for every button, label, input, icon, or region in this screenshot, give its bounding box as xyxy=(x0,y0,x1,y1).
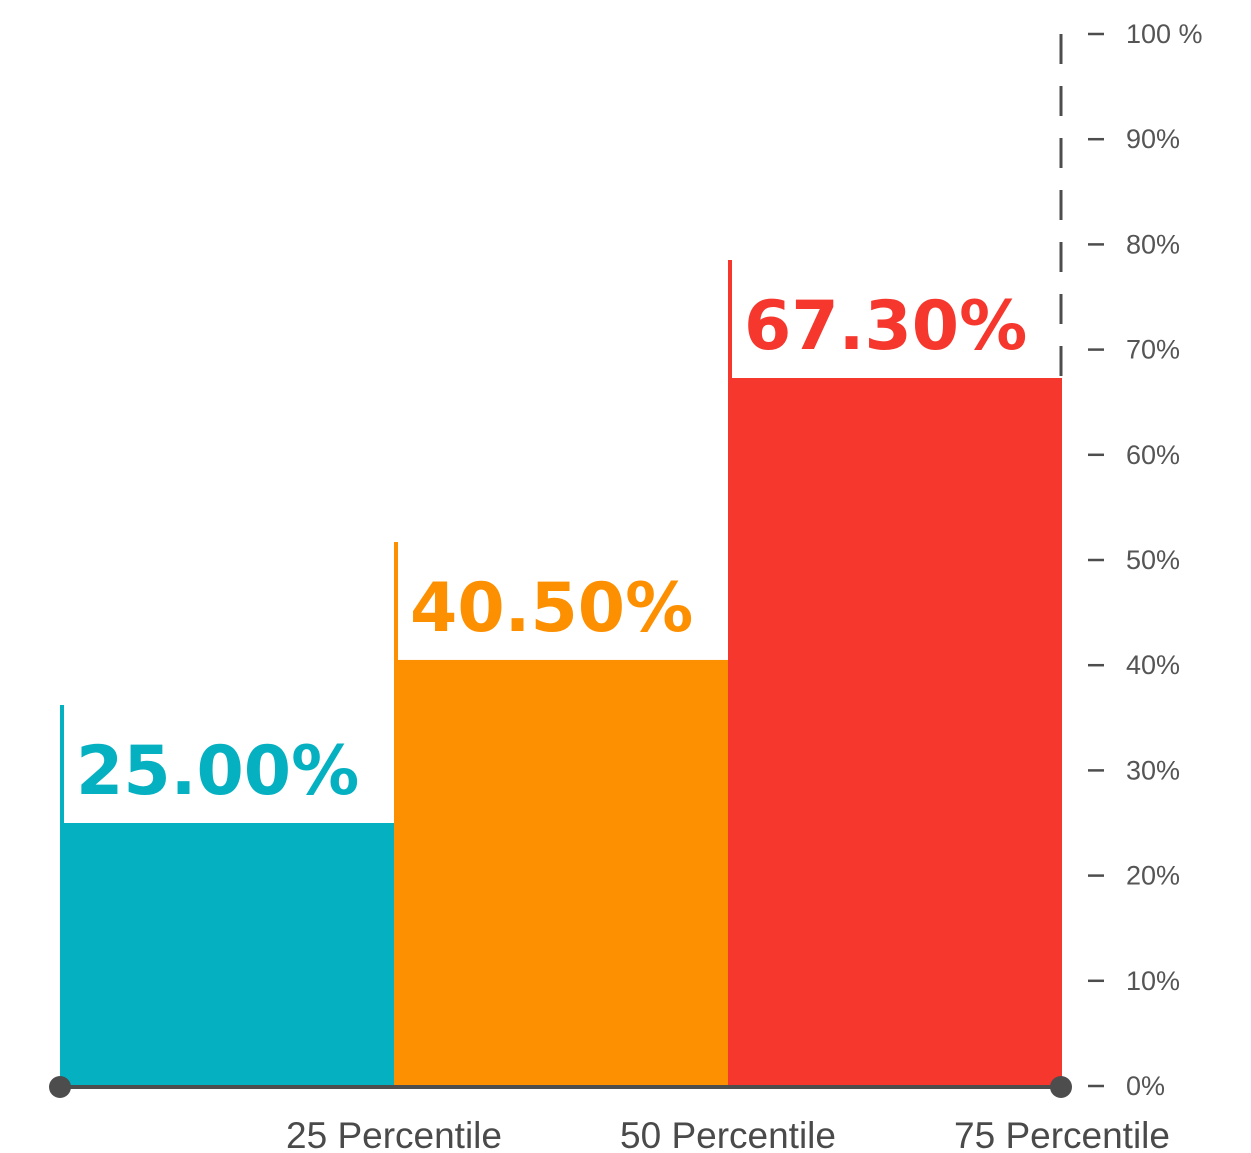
bar-3-value-label: 67.30% xyxy=(744,287,1027,366)
axis-layer xyxy=(49,34,1072,1098)
bar-2 xyxy=(394,659,728,1086)
baseline-start-dot xyxy=(49,1076,71,1098)
y-tick-label-0: 0% xyxy=(1126,1071,1165,1101)
y-tick-label-100: 100 % xyxy=(1126,19,1203,49)
y-tick-label-20: 20% xyxy=(1126,861,1180,891)
y-tick-label-50: 50% xyxy=(1126,545,1180,575)
y-tick-label-90: 90% xyxy=(1126,124,1180,154)
y-tick-label-80: 80% xyxy=(1126,229,1180,259)
y-tick-label-10: 10% xyxy=(1126,966,1180,996)
category-label-2: 50 Percentile xyxy=(620,1115,836,1153)
category-label-3: 75 Percentile xyxy=(954,1115,1170,1153)
y-tick-label-40: 40% xyxy=(1126,650,1180,680)
baseline-end-dot xyxy=(1050,1076,1072,1098)
bar-1-value-label: 25.00% xyxy=(76,732,359,811)
category-labels-layer: 25 Percentile 50 Percentile 75 Percentile xyxy=(286,1115,1170,1153)
y-tick-label-70: 70% xyxy=(1126,335,1180,365)
bar-3 xyxy=(728,378,1062,1086)
bar-2-value-label: 40.50% xyxy=(410,569,693,648)
category-label-1: 25 Percentile xyxy=(286,1115,502,1153)
y-tick-label-60: 60% xyxy=(1126,440,1180,470)
bars-layer xyxy=(60,378,1062,1086)
y-axis-ticks-layer: 0% 10% 20% 30% 40% 50% 60% 70% 80% 90% 100 % xyxy=(1088,19,1203,1101)
value-labels-layer: 25.00% 40.50% 67.30% xyxy=(60,260,1027,823)
bar-1 xyxy=(60,823,394,1086)
y-tick-label-30: 30% xyxy=(1126,755,1180,785)
